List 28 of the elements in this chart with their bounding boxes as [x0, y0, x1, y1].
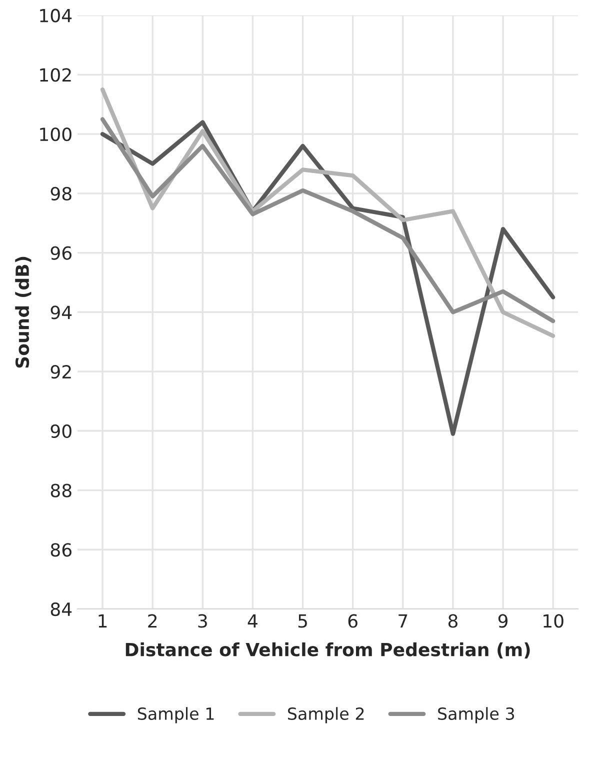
x-tick-label: 6 [348, 614, 358, 628]
y-tick-label: 96 [50, 246, 72, 260]
x-tick-label: 1 [98, 614, 107, 628]
x-tick-label: 7 [398, 614, 408, 628]
y-tick-label: 88 [50, 484, 72, 498]
y-tick-label: 104 [40, 8, 72, 22]
line-series [100, 117, 556, 324]
x-tick-label: 5 [298, 614, 307, 628]
y-tick-label: 98 [50, 186, 72, 201]
y-tick-label: 86 [50, 543, 72, 557]
x-tick-label: 9 [498, 614, 508, 628]
legend-label: Sample 3 [438, 707, 514, 724]
y-axis-title: Sound (dB) [15, 256, 32, 368]
legend-label: Sample 2 [288, 707, 364, 724]
legend-label: Sample 1 [138, 707, 214, 724]
y-tick-label: 100 [40, 128, 72, 142]
x-axis-title: Distance of Vehicle from Pedestrian (m) [126, 642, 530, 659]
y-tick-label: 92 [50, 364, 71, 379]
y-tick-label: 90 [50, 424, 72, 438]
x-tick-label: 10 [544, 614, 564, 628]
x-tick-label: 2 [148, 614, 157, 628]
x-tick-label: 8 [448, 614, 458, 628]
x-tick-label: 3 [198, 614, 207, 628]
x-tick-label: 4 [248, 614, 258, 628]
y-tick-label: 84 [50, 602, 72, 616]
y-tick-label: 102 [40, 68, 71, 82]
y-tick-label: 94 [50, 306, 72, 320]
line-series [100, 87, 556, 338]
